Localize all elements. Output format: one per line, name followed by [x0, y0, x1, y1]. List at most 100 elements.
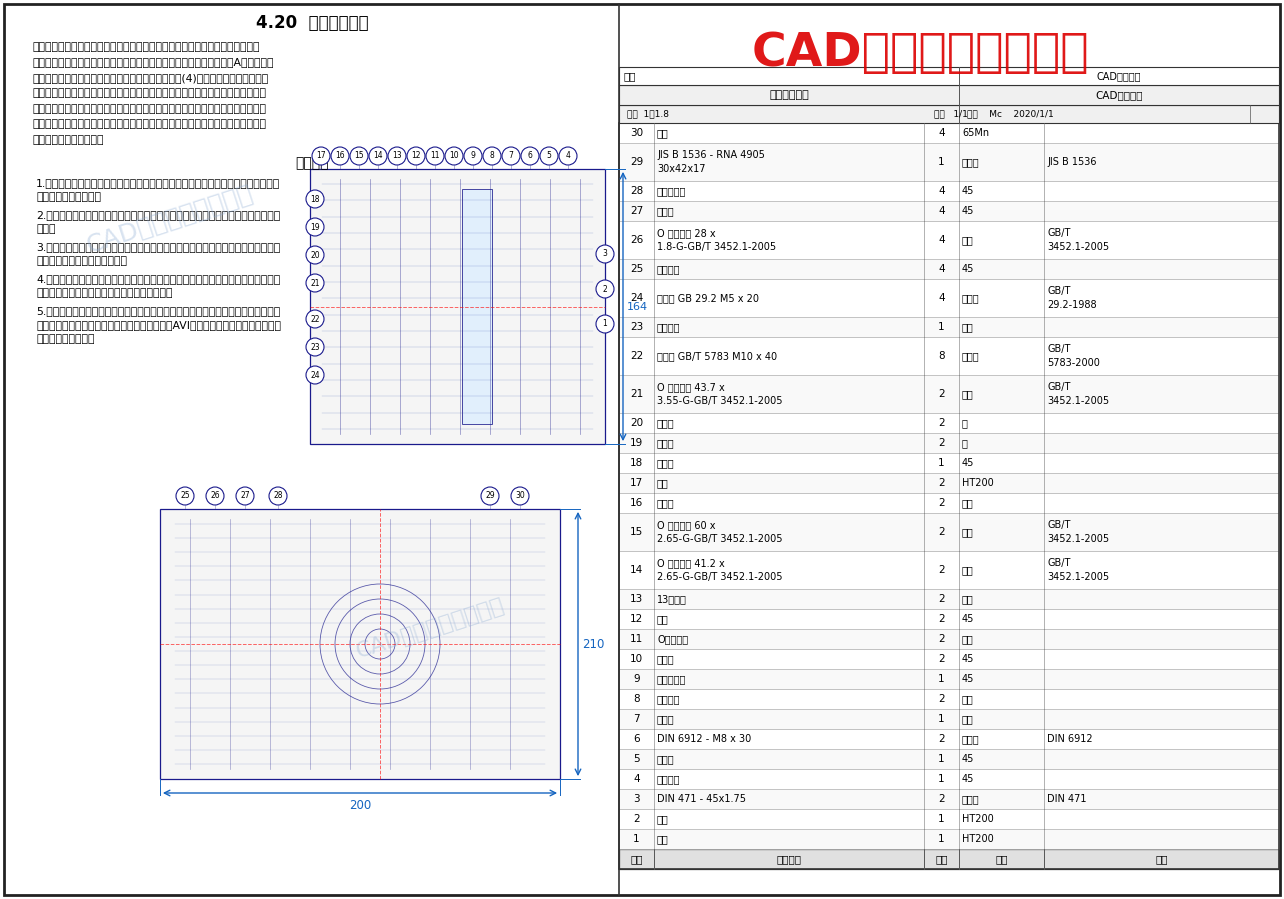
Circle shape: [502, 147, 520, 165]
Text: 13: 13: [392, 152, 402, 161]
Bar: [619, 413, 1279, 433]
Text: 210: 210: [582, 637, 605, 651]
Text: O 形密封圈 43.7 x: O 形密封圈 43.7 x: [657, 382, 724, 392]
Text: DIN 471 - 45x1.75: DIN 471 - 45x1.75: [657, 794, 746, 804]
Text: 弹簧: 弹簧: [657, 128, 669, 138]
Text: 栏等），命名为「活塞式输油泵二维装配图」。: 栏等），命名为「活塞式输油泵二维装配图」。: [36, 289, 172, 298]
Text: 5: 5: [633, 754, 639, 764]
Bar: [619, 67, 1279, 85]
Text: 打开，柴油被吸入管道内，活塞向左移动时，将柴油压缩后另一个单向阀被打开，: 打开，柴油被吸入管道内，活塞向左移动时，将柴油压缩后另一个单向阀被打开，: [32, 104, 266, 114]
Text: 2: 2: [939, 527, 945, 537]
Text: 45: 45: [962, 264, 975, 274]
Text: 缸套: 缸套: [657, 614, 669, 624]
Text: 铜: 铜: [962, 418, 968, 428]
Text: 2.65-G-GB/T 3452.1-2005: 2.65-G-GB/T 3452.1-2005: [657, 534, 782, 544]
Text: 钉，软: 钉，软: [962, 157, 980, 167]
Text: 6: 6: [633, 734, 639, 744]
Text: JIS B 1536 - RNA 4905: JIS B 1536 - RNA 4905: [657, 150, 765, 160]
Bar: [462, 189, 492, 424]
Text: 5783-2000: 5783-2000: [1046, 358, 1100, 368]
Text: 15: 15: [630, 527, 643, 537]
Text: 1: 1: [939, 674, 945, 684]
Text: 联结栖 GB/T 5783 M10 x 40: 联结栖 GB/T 5783 M10 x 40: [657, 351, 777, 361]
Text: 中的阻力，以一定的压力向喷油泵输送足量的柴油。工作过程：柴油从A口进入管道: 中的阻力，以一定的压力向喷油泵输送足量的柴油。工作过程：柴油从A口进入管道: [32, 58, 273, 67]
Text: 1: 1: [939, 814, 945, 824]
Circle shape: [483, 147, 501, 165]
Circle shape: [521, 147, 539, 165]
Text: 2: 2: [939, 634, 945, 644]
Text: 2: 2: [939, 389, 945, 399]
Text: 2: 2: [602, 284, 607, 293]
Text: 2: 2: [939, 418, 945, 428]
Text: 65Mn: 65Mn: [962, 128, 989, 138]
Circle shape: [351, 147, 369, 165]
Text: 盖板媱子: 盖板媱子: [657, 322, 681, 332]
Bar: [619, 729, 1279, 749]
Text: O 形密封圈 28 x: O 形密封圈 28 x: [657, 228, 715, 238]
Text: 4.按装配工程图样生成二维装配工程图（包括视图、零件序号、尺寸、明细表、标题: 4.按装配工程图样生成二维装配工程图（包括视图、零件序号、尺寸、明细表、标题: [36, 274, 280, 284]
Text: 3.根据拆装顺序对活塞式输油泵装配体进行三维爆炸分解，并输出分解动画文件，命: 3.根据拆装顺序对活塞式输油泵装配体进行三维爆炸分解，并输出分解动画文件，命: [36, 243, 280, 253]
Text: DIN 6912 - M8 x 30: DIN 6912 - M8 x 30: [657, 734, 751, 744]
Text: HT200: HT200: [962, 834, 994, 844]
Circle shape: [482, 487, 499, 505]
Text: 13橡胶碗: 13橡胶碗: [657, 594, 687, 604]
Bar: [619, 513, 1279, 551]
Circle shape: [306, 310, 324, 328]
Text: 12: 12: [630, 614, 643, 624]
Text: 10: 10: [630, 654, 643, 664]
Text: 泵运动仿真动画」。: 泵运动仿真动画」。: [36, 334, 95, 344]
Text: 8: 8: [489, 152, 494, 161]
Text: 20: 20: [311, 251, 320, 260]
Bar: [619, 689, 1279, 709]
Bar: [619, 669, 1279, 689]
Text: CAD机械设计: CAD机械设计: [1095, 90, 1143, 100]
Text: 2: 2: [939, 794, 945, 804]
Circle shape: [312, 147, 330, 165]
Circle shape: [306, 274, 324, 292]
Text: 橡胶: 橡胶: [962, 694, 973, 704]
Circle shape: [205, 487, 223, 505]
Text: 12: 12: [411, 152, 421, 161]
Text: DIN 6912: DIN 6912: [1046, 734, 1093, 744]
Text: 24: 24: [311, 370, 320, 379]
Text: 数量: 数量: [935, 854, 948, 864]
Text: 45: 45: [962, 674, 975, 684]
Text: 11: 11: [430, 152, 439, 161]
Bar: [619, 181, 1279, 201]
Text: 3: 3: [633, 794, 639, 804]
Text: GB/T: GB/T: [1046, 521, 1071, 530]
Text: 10: 10: [449, 152, 458, 161]
Bar: [619, 789, 1279, 809]
Circle shape: [306, 218, 324, 236]
Circle shape: [446, 147, 464, 165]
Text: DIN 471: DIN 471: [1046, 794, 1086, 804]
Text: CAD机械设计: CAD机械设计: [1097, 71, 1141, 81]
Text: 21: 21: [311, 279, 320, 288]
Text: 3452.1-2005: 3452.1-2005: [1046, 572, 1109, 582]
Circle shape: [306, 246, 324, 264]
Bar: [619, 493, 1279, 513]
Text: 2: 2: [939, 734, 945, 744]
Circle shape: [541, 147, 559, 165]
Circle shape: [596, 245, 614, 263]
Text: 4: 4: [939, 206, 945, 216]
Bar: [619, 123, 1279, 143]
Text: 45: 45: [962, 614, 975, 624]
Text: GB/T: GB/T: [1046, 228, 1071, 238]
Text: 比例  1：1.8: 比例 1：1.8: [627, 110, 669, 119]
Text: 橡胶: 橡胶: [962, 634, 973, 644]
Text: 30: 30: [515, 492, 525, 501]
Text: 17: 17: [630, 478, 643, 488]
Bar: [619, 609, 1279, 629]
Text: 橡胶: 橡胶: [962, 322, 973, 332]
Text: 4: 4: [565, 152, 570, 161]
Text: 13: 13: [630, 594, 643, 604]
Circle shape: [369, 147, 386, 165]
Text: 22: 22: [311, 315, 320, 324]
Text: 柱塞要: 柱塞要: [657, 654, 674, 664]
Text: 页码   1/1: 页码 1/1: [933, 110, 968, 119]
Text: 11: 11: [630, 634, 643, 644]
Text: 29.2-1988: 29.2-1988: [1046, 300, 1097, 310]
Text: 5: 5: [547, 152, 551, 161]
Text: 鑉，软: 鑉，软: [962, 351, 980, 361]
